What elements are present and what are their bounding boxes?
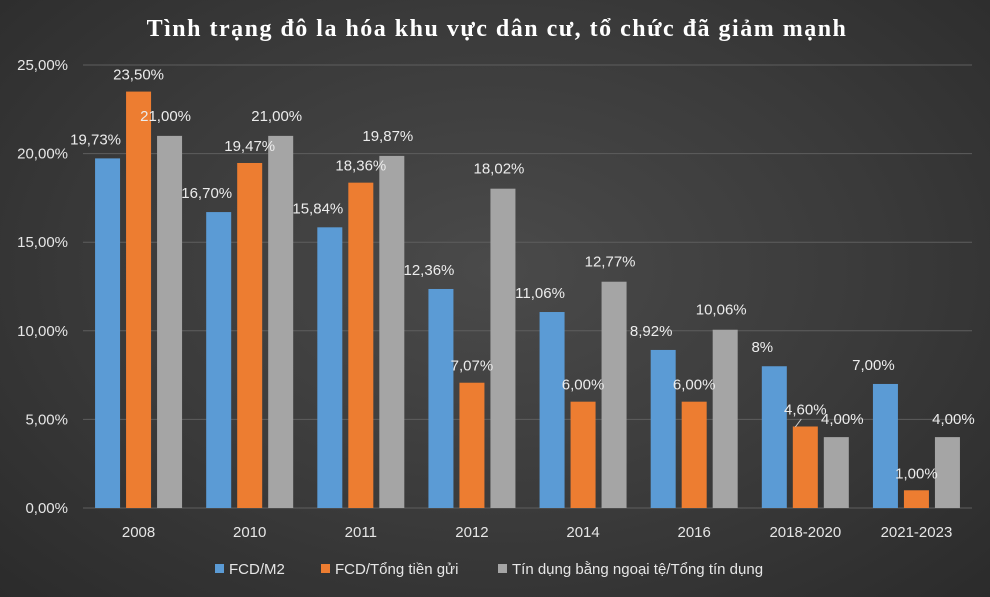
x-tick-label: 2016 xyxy=(678,524,711,541)
x-tick-label: 2011 xyxy=(345,524,377,541)
legend-label: FCD/Tổng tiền gửi xyxy=(335,561,458,578)
bar xyxy=(761,366,787,508)
y-tick-label: 25,00% xyxy=(17,57,68,74)
y-tick-label: 20,00% xyxy=(17,146,68,163)
data-label: 21,00% xyxy=(140,108,191,125)
bar xyxy=(823,437,849,508)
x-tick-label: 2012 xyxy=(455,524,488,541)
data-label: 4,00% xyxy=(932,411,975,428)
legend-swatch xyxy=(321,564,330,573)
bar xyxy=(95,158,121,508)
bar xyxy=(712,329,738,508)
data-label: 4,60% xyxy=(784,401,827,418)
x-tick-label: 2021-2023 xyxy=(881,524,953,541)
legend-label: FCD/M2 xyxy=(229,561,285,578)
data-label: 23,50% xyxy=(113,67,164,84)
bar xyxy=(459,382,485,508)
bar xyxy=(157,135,183,508)
data-label: 11,06% xyxy=(515,285,565,302)
data-label: 21,00% xyxy=(251,108,302,125)
bar xyxy=(903,490,929,508)
x-axis: 2008 2010 2011 2012 2014 2016 2018-2020 2021-20… xyxy=(122,524,952,541)
data-label: 8,92% xyxy=(630,323,673,340)
legend-swatch xyxy=(215,564,224,573)
leader-line xyxy=(794,418,802,428)
y-tick-label: 10,00% xyxy=(17,323,68,340)
data-label: 18,36% xyxy=(335,158,386,175)
y-axis: 0,00% 5,00% 10,00% 15,00% 20,00% 25,00% xyxy=(17,57,68,517)
x-tick-label: 2014 xyxy=(566,524,599,541)
data-labels: 19,73% 23,50% 21,00% 16,70% 19,47% 21,00% 15,8… xyxy=(70,67,975,483)
data-label: 12,36% xyxy=(404,262,455,279)
bar xyxy=(237,162,263,509)
data-label: 7,00% xyxy=(852,357,895,374)
data-label: 1,00% xyxy=(895,465,938,482)
bar xyxy=(126,91,152,508)
data-label: 6,00% xyxy=(673,377,716,394)
data-label: 6,00% xyxy=(562,377,605,394)
data-label: 19,87% xyxy=(362,128,413,145)
bar xyxy=(601,281,627,508)
bar xyxy=(872,383,898,508)
bars xyxy=(95,91,960,509)
y-tick-label: 5,00% xyxy=(25,411,68,428)
y-tick-label: 0,00% xyxy=(25,500,68,517)
data-label: 10,06% xyxy=(696,302,747,319)
data-label: 16,70% xyxy=(181,185,232,202)
bar xyxy=(268,135,294,508)
bar xyxy=(934,437,960,508)
bar xyxy=(570,401,596,508)
bar xyxy=(379,155,405,508)
bar xyxy=(681,401,707,508)
data-label: 19,73% xyxy=(70,131,121,148)
x-tick-label: 2008 xyxy=(122,524,155,541)
data-label: 12,77% xyxy=(585,254,636,271)
data-label: 15,84% xyxy=(292,200,343,217)
legend-swatch xyxy=(498,564,507,573)
x-tick-label: 2010 xyxy=(233,524,266,541)
bar xyxy=(650,349,676,508)
legend: FCD/M2 FCD/Tổng tiền gửi Tín dụng bằng ngo… xyxy=(215,561,763,578)
bar xyxy=(206,212,232,509)
data-label: 8% xyxy=(751,339,773,356)
bar xyxy=(792,426,818,508)
data-label: 7,07% xyxy=(451,358,494,375)
legend-label: Tín dụng bằng ngoại tệ/Tổng tín dụng xyxy=(512,561,763,578)
data-label: 4,00% xyxy=(821,411,864,428)
bar xyxy=(539,312,565,508)
data-label: 19,47% xyxy=(224,138,275,155)
data-label: 18,02% xyxy=(474,161,525,178)
y-tick-label: 15,00% xyxy=(17,234,68,251)
bar xyxy=(490,188,516,508)
x-tick-label: 2018-2020 xyxy=(769,524,841,541)
chart-title: Tình trạng đô la hóa khu vực dân cư, tổ … xyxy=(147,16,848,42)
bar xyxy=(317,227,343,509)
bar xyxy=(428,288,454,508)
bar xyxy=(348,182,374,508)
